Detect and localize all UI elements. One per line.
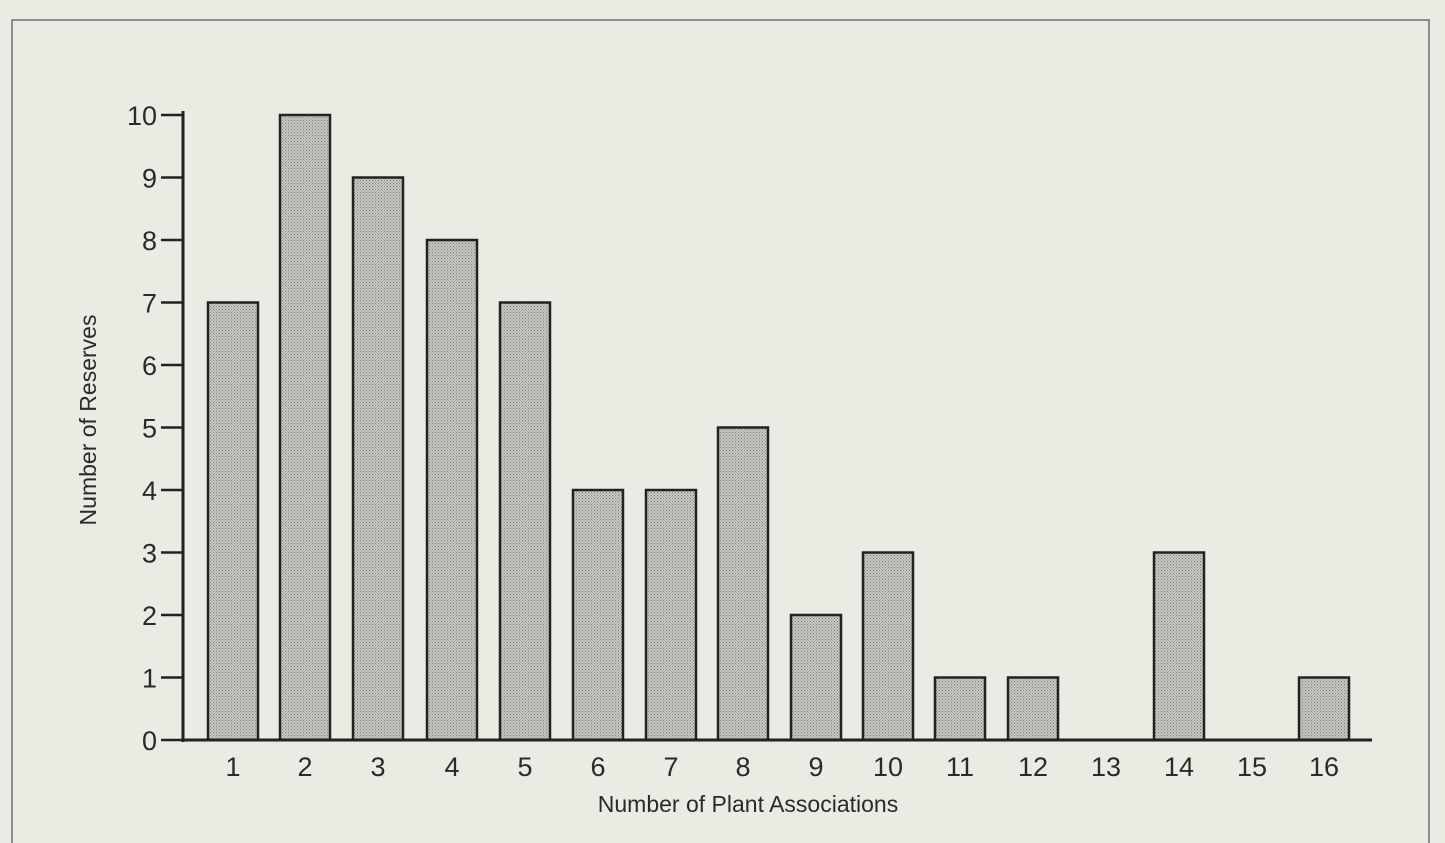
x-tick-label-4: 4 — [444, 752, 459, 782]
bars-group — [206, 113, 1351, 742]
y-tick-label-6: 6 — [142, 351, 157, 381]
y-ticks-group: 0 1 2 3 4 5 6 7 8 9 10 — [127, 101, 183, 756]
x-tick-label-13: 13 — [1091, 752, 1121, 782]
bar-10 — [861, 551, 915, 742]
y-tick-label-9: 9 — [142, 164, 157, 194]
y-tick-label-2: 2 — [142, 601, 157, 631]
y-tick-label-7: 7 — [142, 289, 157, 319]
bar-4 — [425, 238, 479, 742]
y-tick-label-4: 4 — [142, 476, 157, 506]
x-tick-label-7: 7 — [663, 752, 678, 782]
bar-6 — [571, 488, 625, 742]
x-tick-label-2: 2 — [297, 752, 312, 782]
bar-9 — [789, 613, 843, 742]
x-tick-label-16: 16 — [1309, 752, 1339, 782]
x-tick-label-11: 11 — [946, 752, 974, 782]
y-tick-label-3: 3 — [142, 539, 157, 569]
bar-2 — [278, 113, 332, 742]
x-tick-label-3: 3 — [370, 752, 385, 782]
y-tick-label-10: 10 — [127, 101, 157, 131]
x-tick-label-5: 5 — [517, 752, 532, 782]
x-tick-label-15: 15 — [1237, 752, 1267, 782]
x-tick-label-8: 8 — [735, 752, 750, 782]
y-tick-label-0: 0 — [142, 726, 157, 756]
bar-11 — [933, 676, 987, 742]
bar-1 — [206, 301, 260, 742]
x-tick-label-9: 9 — [808, 752, 823, 782]
y-tick-label-1: 1 — [142, 664, 157, 694]
x-tick-label-14: 14 — [1164, 752, 1194, 782]
bar-12 — [1006, 676, 1060, 742]
bar-16 — [1297, 676, 1351, 742]
bar-3 — [351, 176, 405, 742]
bar-7 — [644, 488, 698, 742]
x-tick-label-6: 6 — [590, 752, 605, 782]
x-tick-label-10: 10 — [873, 752, 903, 782]
bar-14 — [1152, 551, 1206, 742]
y-tick-label-8: 8 — [142, 226, 157, 256]
bar-8 — [716, 426, 770, 742]
y-axis-title: Number of Reserves — [75, 315, 101, 526]
bar-5 — [498, 301, 552, 742]
x-tick-label-1: 1 — [225, 752, 240, 782]
x-tick-label-12: 12 — [1018, 752, 1048, 782]
x-axis-title: Number of Plant Associations — [598, 791, 898, 817]
x-ticks-group: 1 2 3 4 5 6 7 8 9 10 11 12 13 14 15 16 — [225, 752, 1339, 782]
y-tick-label-5: 5 — [142, 414, 157, 444]
